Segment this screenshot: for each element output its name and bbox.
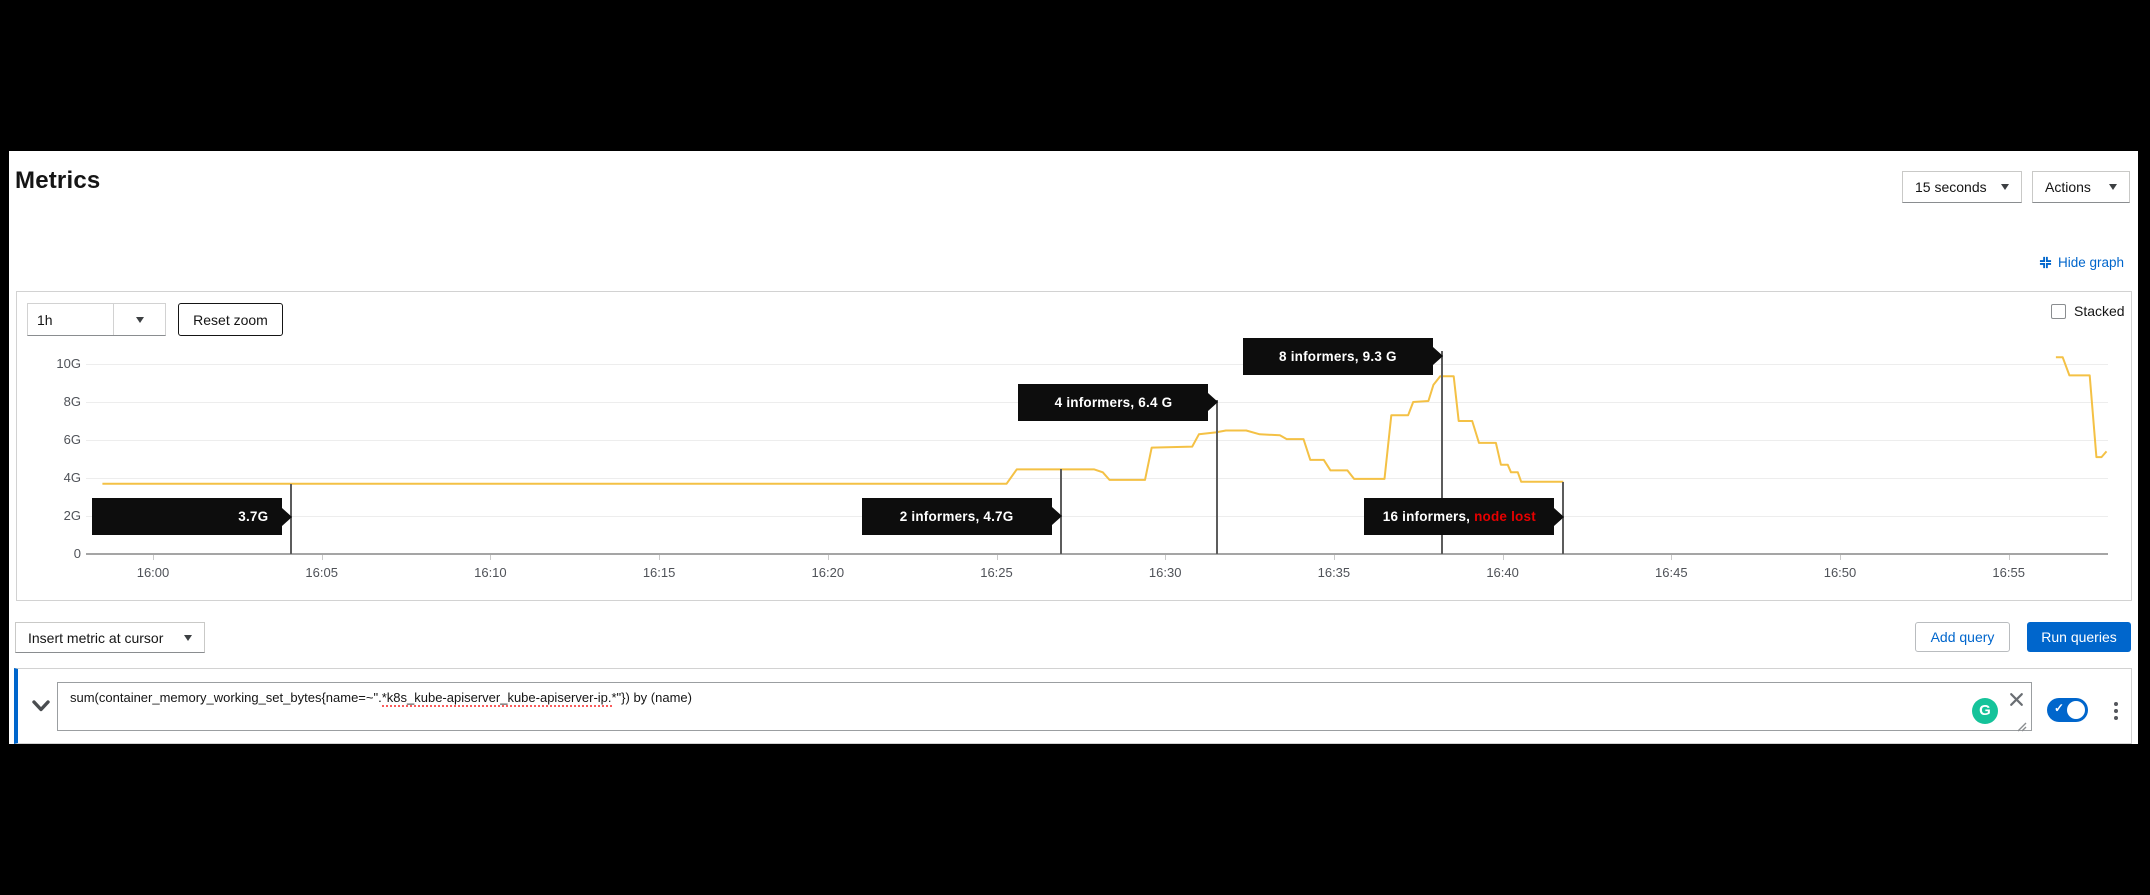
x-axis-label: 16:40 <box>1486 565 1519 580</box>
hide-graph-link[interactable]: Hide graph <box>2039 255 2134 270</box>
y-axis-label: 8G <box>63 394 81 409</box>
stacked-control: Stacked <box>2051 303 2125 319</box>
x-axis-label: 16:50 <box>1823 565 1857 580</box>
x-axis-label: 16:20 <box>811 565 845 580</box>
x-axis-tick <box>1165 555 1167 560</box>
event-tooltip: 8 informers, 9.3 G <box>1242 338 1443 375</box>
x-axis-tick <box>153 555 154 560</box>
x-axis-tick <box>1502 555 1504 560</box>
actions-label: Actions <box>2045 179 2091 195</box>
x-axis-label: 16:00 <box>136 565 170 580</box>
x-axis-label: 16:05 <box>305 565 338 580</box>
insert-metric-select[interactable]: Insert metric at cursor <box>15 622 205 653</box>
chevron-down-icon <box>184 634 192 641</box>
x-axis-label: 16:30 <box>1148 565 1182 580</box>
kebab-menu-button[interactable] <box>2110 700 2122 722</box>
y-gridline <box>86 440 2108 441</box>
chevron-down-icon <box>135 316 144 323</box>
y-gridline <box>86 553 2108 555</box>
x-axis-tick <box>1840 555 1841 560</box>
x-axis-label: 16:55 <box>1992 565 2025 580</box>
y-axis-label: 6G <box>63 432 81 447</box>
x-axis-tick <box>659 555 661 560</box>
event-marker-line <box>1440 351 1443 554</box>
x-axis-label: 16:45 <box>1655 565 1688 580</box>
query-text: *"}) by (name) <box>611 690 692 705</box>
y-axis-label: 2G <box>63 508 81 523</box>
chevron-down-icon <box>32 700 50 712</box>
refresh-interval-select[interactable]: 15 seconds <box>1902 171 2022 203</box>
timespan-toggle[interactable] <box>114 316 165 323</box>
divider <box>113 304 114 335</box>
query-text-spellcheck: *k8s_kube-apiserver_kube-apiserver-ip. <box>381 690 612 707</box>
timespan-select[interactable]: 1h <box>27 303 166 336</box>
actions-dropdown[interactable]: Actions <box>2032 171 2130 203</box>
stacked-label: Stacked <box>2074 303 2125 319</box>
graph-card: 1h Reset zoom Stacked 10G 8G 6G 4G 2G 0 16:00 1… <box>16 291 2132 601</box>
stacked-checkbox[interactable] <box>2051 303 2066 319</box>
x-axis-tick <box>1333 555 1335 560</box>
x-axis-tick <box>321 555 323 560</box>
y-gridline <box>86 516 2108 517</box>
reset-zoom-button[interactable]: Reset zoom <box>178 303 283 336</box>
compress-icon <box>2039 256 2052 269</box>
metrics-page: Metrics 15 seconds Actions Hide graph 1h… <box>9 151 2138 744</box>
x-axis-label: 16:15 <box>642 565 676 580</box>
hide-graph-label: Hide graph <box>2058 255 2125 270</box>
y-axis-label: 10G <box>56 356 81 371</box>
event-tooltip: 16 informers, node lost <box>1364 498 1565 535</box>
run-queries-button[interactable]: Run queries <box>2027 622 2131 652</box>
memory-usage-line <box>102 356 2108 485</box>
add-query-button[interactable]: Add query <box>1915 622 2010 652</box>
query-card: sum(container_memory_working_set_bytes{n… <box>14 668 2132 744</box>
y-axis-label: 4G <box>63 470 81 485</box>
close-icon <box>2010 693 2023 706</box>
check-icon: ✓ <box>2054 701 2065 715</box>
grammarly-icon[interactable]: G <box>1972 698 1998 724</box>
textarea-resize-handle[interactable] <box>2016 719 2027 737</box>
x-axis-tick <box>2008 555 2010 560</box>
toggle-knob <box>2067 701 2085 719</box>
event-marker-line <box>1216 400 1219 554</box>
event-tooltip: 4 informers, 6.4 G <box>1018 384 1219 421</box>
x-axis-label: 16:35 <box>1317 565 1351 580</box>
clear-query-button[interactable] <box>2008 691 2025 713</box>
refresh-interval-value: 15 seconds <box>1915 179 1987 195</box>
x-axis-label: 16:25 <box>980 565 1013 580</box>
x-axis-tick <box>827 555 829 560</box>
chart-plot-area[interactable]: 10G 8G 6G 4G 2G 0 16:00 16:05 16:10 16:15 16:20 16:… <box>17 292 2131 600</box>
timespan-value: 1h <box>37 311 53 328</box>
event-tooltip: 3.7G <box>92 498 293 535</box>
x-axis-tick <box>1671 555 1673 560</box>
y-gridline <box>86 478 2108 479</box>
y-axis-label: 0 <box>73 546 81 561</box>
insert-metric-label: Insert metric at cursor <box>28 629 164 646</box>
chevron-down-icon <box>2109 184 2117 190</box>
x-axis-tick <box>490 555 492 560</box>
query-expression-input[interactable]: sum(container_memory_working_set_bytes{n… <box>57 682 2032 731</box>
chevron-down-icon <box>2001 184 2009 190</box>
event-tooltip: 2 informers, 4.7G <box>861 498 1062 535</box>
query-text: sum(container_memory_working_set_bytes{n… <box>70 690 382 705</box>
x-axis-tick <box>996 555 998 560</box>
x-axis-label: 16:10 <box>474 565 507 580</box>
page-title: Metrics <box>15 167 101 194</box>
collapse-query-toggle[interactable] <box>32 699 50 717</box>
y-gridline <box>86 364 2108 365</box>
enable-query-toggle[interactable]: ✓ <box>2047 698 2088 722</box>
